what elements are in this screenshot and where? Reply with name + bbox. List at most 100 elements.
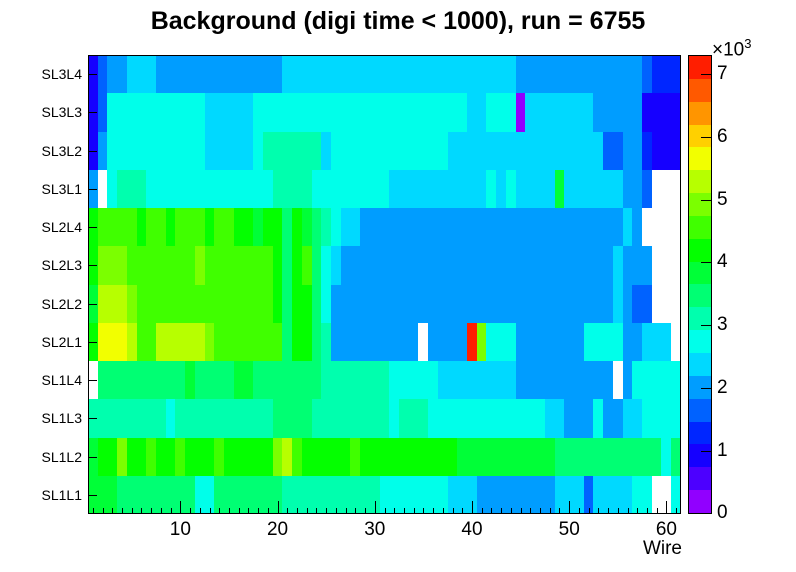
heatmap-cell (496, 322, 506, 361)
heatmap-cell (311, 437, 322, 476)
heatmap-cell (671, 437, 681, 476)
heatmap-cell (408, 169, 419, 208)
heatmap-cell (321, 55, 331, 94)
colorbar-tick-label-4: 4 (717, 251, 728, 273)
heatmap-cell (603, 322, 613, 361)
heatmap-cell (544, 284, 555, 323)
heatmap-cell (321, 208, 331, 247)
heatmap-cell (301, 93, 312, 132)
heatmap-row-SL2L2 (88, 284, 681, 323)
heatmap-cell (428, 399, 438, 438)
heatmap-cell (194, 322, 205, 361)
row-label-SL2L2: SL2L2 (41, 295, 82, 312)
heatmap-cell (253, 437, 263, 476)
heatmap-cell (253, 246, 263, 285)
heatmap-cell (554, 169, 565, 208)
heatmap-cell (671, 284, 681, 323)
heatmap-cell (185, 93, 195, 132)
heatmap-cell (224, 399, 234, 438)
heatmap-cell (340, 284, 351, 323)
heatmap-cell (165, 208, 176, 247)
heatmap-cell (418, 475, 429, 514)
row-label-SL1L3: SL1L3 (41, 410, 82, 427)
heatmap-cell (573, 361, 584, 400)
heatmap-cell (641, 284, 652, 323)
heatmap-cell (350, 246, 361, 285)
heatmap-cell (146, 322, 157, 361)
heatmap-cell (156, 169, 166, 208)
heatmap-cell (593, 361, 604, 400)
heatmap-cell (194, 55, 205, 94)
heatmap-cell (136, 55, 147, 94)
heatmap-cell (476, 55, 487, 94)
heatmap-cell (379, 169, 390, 208)
heatmap-cell (107, 361, 118, 400)
heatmap-cell (185, 208, 195, 247)
heatmap-cell (117, 131, 127, 170)
heatmap-cell (593, 246, 604, 285)
heatmap-cell (583, 169, 594, 208)
heatmap-cell (379, 208, 390, 247)
heatmap-cell (301, 246, 312, 285)
colorbar-tick-label-7: 7 (717, 62, 728, 84)
heatmap-cell (622, 437, 633, 476)
heatmap-cell (311, 246, 322, 285)
heatmap-cell (243, 437, 254, 476)
heatmap-cell (593, 55, 604, 94)
heatmap-cell (418, 284, 429, 323)
heatmap-cell (340, 475, 351, 514)
heatmap-cell (262, 169, 273, 208)
x-axis-minor-tick (306, 508, 308, 514)
x-axis-minor-tick (530, 508, 532, 514)
colorbar-exponent-label: ×103 (712, 36, 752, 61)
heatmap-cell (651, 131, 662, 170)
heatmap-cell (535, 131, 545, 170)
heatmap-cell (117, 93, 127, 132)
heatmap-cell (282, 284, 293, 323)
heatmap-cell (253, 169, 263, 208)
heatmap-cell (573, 284, 584, 323)
heatmap-cell (389, 322, 399, 361)
heatmap-cell (243, 475, 254, 514)
heatmap-cell (126, 131, 137, 170)
heatmap-cell (117, 361, 127, 400)
x-axis-minor-tick (433, 508, 435, 514)
heatmap-cell (204, 246, 215, 285)
heatmap-cell (447, 399, 458, 438)
heatmap-cell (194, 246, 205, 285)
heatmap-cell (97, 246, 108, 285)
heatmap-cell (204, 93, 215, 132)
heatmap-cell (399, 208, 409, 247)
row-label-SL3L3: SL3L3 (41, 104, 82, 121)
heatmap-cell (301, 437, 312, 476)
heatmap-cell (360, 169, 370, 208)
heatmap-cell (369, 169, 380, 208)
heatmap-cell (437, 169, 448, 208)
heatmap-cell (428, 361, 438, 400)
heatmap-cell (330, 93, 341, 132)
heatmap-cell (622, 246, 633, 285)
heatmap-cell (282, 131, 293, 170)
heatmap-cell (126, 284, 137, 323)
x-axis-minor-tick (491, 508, 493, 514)
heatmap-cell (175, 55, 186, 94)
colorbar-band (689, 78, 711, 102)
heatmap-cell (107, 208, 118, 247)
heatmap-cell (515, 55, 526, 94)
heatmap-cell (321, 399, 331, 438)
heatmap-cell (661, 131, 672, 170)
heatmap-cell (97, 55, 108, 94)
heatmap-cell (564, 208, 574, 247)
x-axis-minor-tick (423, 508, 425, 514)
colorbar-tick (701, 136, 712, 138)
heatmap-cell (156, 208, 166, 247)
heatmap-cell (525, 322, 536, 361)
heatmap-cell (408, 284, 419, 323)
x-axis-minor-tick (676, 508, 678, 514)
heatmap-cell (525, 399, 536, 438)
heatmap-cell (399, 55, 409, 94)
heatmap-cell (651, 322, 662, 361)
heatmap-cell (262, 131, 273, 170)
heatmap-cell (369, 208, 380, 247)
heatmap-cell (107, 284, 118, 323)
